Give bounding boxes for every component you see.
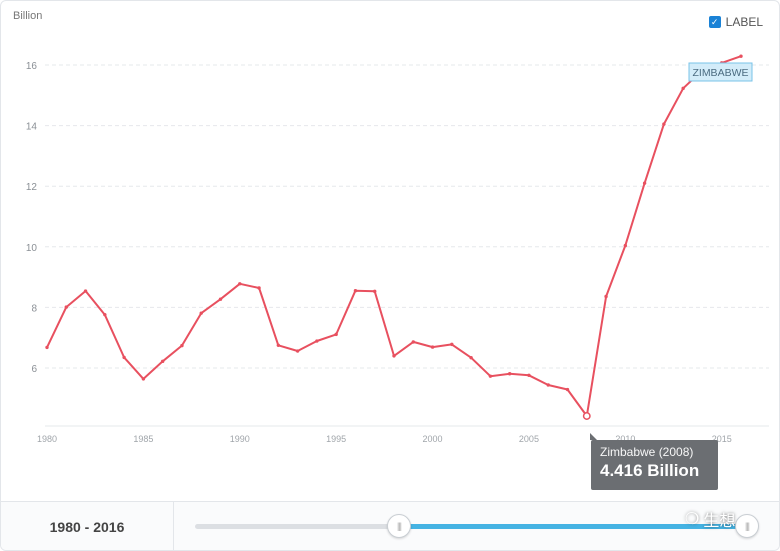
data-point-1988 [199, 311, 203, 315]
data-point-1983 [103, 312, 107, 317]
line-chart: 6 8 10 12 14 16 1980 1985 1990 1995 2000 2005 2010 2… [26, 54, 769, 444]
data-point-2012 [662, 122, 666, 126]
x-tick-label-2000: 2000 [423, 434, 443, 444]
y-tick-label-12: 12 [26, 182, 38, 193]
y-tick-label-10: 10 [26, 243, 38, 254]
data-point-1998 [392, 354, 396, 358]
tooltip-value: 4.416 Billion [600, 461, 700, 480]
data-point-1986 [160, 359, 165, 364]
data-point-2004 [507, 372, 512, 376]
x-tick-label-2005: 2005 [519, 434, 539, 444]
checkbox-checked-icon[interactable]: ✓ [708, 16, 721, 28]
y-tick-label-8: 8 [31, 303, 37, 314]
watermark-text: 生想 [703, 513, 736, 530]
y-tick-label-16: 16 [26, 61, 38, 72]
data-point-2002 [469, 355, 473, 360]
data-point-1991 [257, 286, 261, 290]
data-point-2009 [604, 294, 608, 299]
tooltip-title: Zimbabwe (2008) [600, 445, 694, 459]
data-point-1996 [353, 289, 358, 293]
y-tick-label-14: 14 [26, 122, 38, 133]
x-tick-label-1990: 1990 [230, 434, 250, 444]
data-point-1981 [64, 305, 68, 309]
data-point-1999 [411, 340, 415, 344]
slider-selected-range [399, 524, 755, 529]
slider-end-handle[interactable]: ||| [735, 514, 759, 538]
label-toggle[interactable]: ✓ LABEL [708, 15, 763, 29]
data-point-2000 [430, 345, 435, 349]
slider-start-handle[interactable]: ||| [387, 514, 411, 538]
data-point-1980 [45, 345, 49, 350]
x-tick-label-1985: 1985 [133, 434, 153, 444]
data-point-2006 [546, 383, 550, 387]
data-point-1993 [295, 349, 300, 353]
x-tick-label-1980: 1980 [37, 434, 57, 444]
x-tick-label-2015: 2015 [712, 434, 732, 444]
year-range-text: 1980 - 2016 [1, 502, 174, 550]
data-point-1995 [334, 332, 338, 337]
data-point-1994 [315, 339, 319, 343]
data-point-1982 [83, 289, 88, 293]
series-label-box [688, 62, 753, 82]
label-toggle-text: LABEL [725, 15, 763, 29]
data-point-2005 [527, 373, 531, 377]
data-point-2013 [681, 86, 685, 91]
data-point-1985 [141, 377, 146, 381]
x-tick-label-2010: 2010 [615, 434, 635, 444]
data-point-1990 [238, 282, 242, 286]
data-point-2003 [488, 374, 493, 378]
data-point-2016 [739, 54, 743, 58]
tooltip: Zimbabwe (2008) 4.416 Billion [590, 433, 718, 490]
data-point-2011 [642, 181, 647, 185]
y-axis-unit-label: Billion [13, 10, 43, 22]
data-point-1984 [122, 355, 126, 360]
data-point-1997 [373, 289, 377, 294]
highlighted-point-2008 [582, 412, 591, 420]
data-point-2007 [565, 387, 570, 392]
data-point-2010 [623, 243, 628, 248]
data-point-2001 [450, 342, 454, 347]
watermark: ❍ 生想 [685, 507, 735, 531]
series-label-text: ZIMBABWE [692, 67, 748, 79]
data-point-1989 [218, 297, 223, 301]
y-tick-label-6: 6 [31, 364, 37, 375]
wechat-icon: ❍ [685, 511, 700, 528]
data-point-1987 [180, 343, 184, 348]
time-range-slider: 1980 - 2016 ||| ||| [1, 501, 779, 550]
series-line-0 [46, 55, 742, 417]
x-tick-label-1995: 1995 [326, 434, 346, 444]
data-point-1992 [276, 343, 281, 347]
slider-track[interactable] [195, 524, 755, 529]
